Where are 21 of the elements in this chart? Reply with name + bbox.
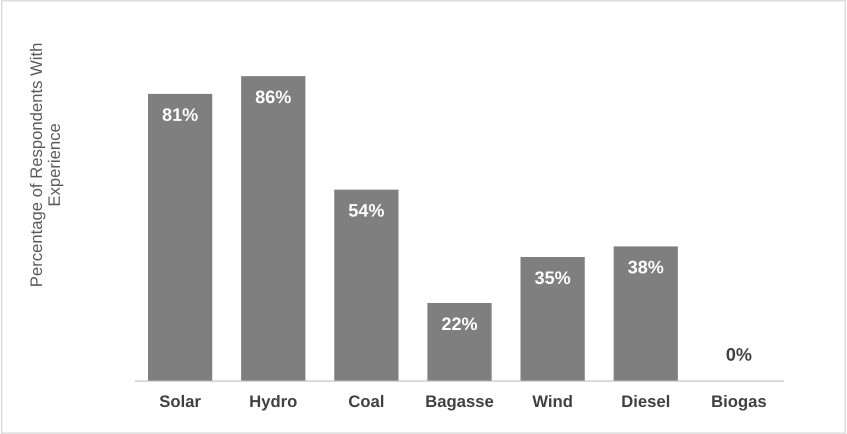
x-tick-label: Hydro (250, 394, 297, 410)
bar (241, 76, 306, 382)
bar (520, 256, 585, 382)
data-label: 35% (534, 271, 570, 284)
x-tick-label: Solar (160, 394, 201, 408)
bar (334, 190, 398, 382)
data-label: 38% (628, 260, 664, 274)
data-label: 86% (256, 90, 291, 104)
bar (148, 94, 212, 382)
data-label: 81% (162, 108, 198, 122)
x-tick-label: Wind (532, 394, 572, 408)
x-tick-label: Coal (348, 394, 384, 408)
x-tick-label: Biogas (712, 394, 766, 411)
data-label: 22% (442, 317, 478, 330)
x-tick-label: Bagasse (426, 395, 494, 410)
data-label: 0% (726, 348, 752, 361)
x-tick-label: Diesel (622, 394, 670, 408)
data-label: 54% (348, 204, 384, 217)
y-axis-title: Percentage of Respondents With Experience (30, 44, 64, 286)
bar (427, 303, 492, 382)
bar (614, 246, 678, 382)
